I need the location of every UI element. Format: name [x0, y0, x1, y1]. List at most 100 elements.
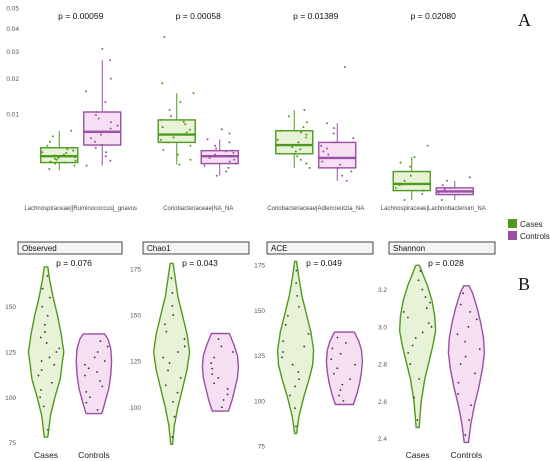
- data-point: [109, 121, 112, 124]
- y-tick-label: 150: [254, 308, 265, 315]
- data-point: [178, 163, 181, 166]
- data-point: [100, 144, 103, 147]
- category-label: Coriobacteriaceae|NA_NA: [163, 206, 233, 212]
- y-tick-label: 0.03: [6, 49, 19, 56]
- data-point: [276, 138, 279, 141]
- data-point: [53, 363, 56, 366]
- data-point: [457, 393, 459, 395]
- data-point: [457, 381, 460, 384]
- data-point: [176, 391, 179, 394]
- data-point: [411, 344, 414, 347]
- data-point: [279, 144, 282, 147]
- data-point: [399, 161, 402, 164]
- data-point: [478, 348, 481, 351]
- data-point: [409, 363, 412, 366]
- data-point: [298, 378, 300, 381]
- data-point: [170, 277, 173, 280]
- data-point: [349, 378, 351, 381]
- y-tick-label: 2.8: [378, 362, 387, 369]
- data-point: [350, 170, 353, 173]
- y-tick-label: 100: [254, 398, 265, 405]
- data-point: [57, 156, 60, 159]
- data-point: [74, 159, 77, 162]
- data-point: [206, 138, 209, 141]
- data-point: [45, 342, 48, 344]
- y-tick-label: 100: [5, 395, 16, 402]
- violin-shape: [398, 264, 437, 429]
- data-point: [291, 146, 294, 149]
- y-tick-label: 0.05: [6, 6, 19, 13]
- data-point: [171, 292, 174, 294]
- data-point: [211, 367, 214, 370]
- data-point: [325, 122, 328, 125]
- data-point: [464, 340, 467, 343]
- data-point: [468, 176, 471, 179]
- data-point: [93, 140, 96, 143]
- pvalue-label: p = 0.00058: [176, 11, 221, 21]
- data-point: [459, 303, 462, 306]
- x-category-label: Cases: [406, 450, 430, 460]
- data-point: [214, 144, 217, 147]
- data-point: [48, 356, 51, 359]
- data-point: [295, 282, 298, 285]
- y-tick-label: 75: [9, 440, 17, 447]
- data-point: [72, 149, 75, 152]
- panel-b-letter: B: [518, 274, 530, 294]
- data-point: [214, 153, 217, 156]
- data-point: [40, 369, 43, 372]
- data-point: [429, 301, 431, 304]
- data-point: [305, 136, 308, 139]
- data-point: [417, 279, 420, 282]
- data-point: [55, 158, 58, 161]
- data-point: [293, 152, 296, 155]
- violin-shape: [27, 266, 65, 438]
- category-label: Lachnospiraceae|[Ruminococcus]_gnavus: [24, 206, 137, 212]
- data-point: [307, 332, 310, 335]
- violin-shape: [75, 333, 113, 415]
- violin-shape: [447, 285, 486, 444]
- data-point: [94, 146, 97, 149]
- data-point: [172, 136, 175, 139]
- data-point: [416, 419, 419, 421]
- data-point: [102, 130, 105, 133]
- data-point: [336, 367, 339, 370]
- data-point: [162, 148, 165, 151]
- legend-swatch-controls: [508, 231, 517, 240]
- data-point: [46, 144, 49, 147]
- data-point: [48, 140, 51, 143]
- data-point: [173, 415, 176, 418]
- y-tick-label: 2.6: [378, 399, 387, 406]
- y-tick-label: 0.04: [6, 26, 19, 33]
- data-point: [203, 164, 206, 167]
- data-point: [296, 294, 299, 297]
- data-point: [398, 184, 401, 187]
- data-point: [421, 331, 424, 334]
- data-point: [445, 179, 448, 182]
- data-point: [421, 192, 424, 195]
- data-point: [322, 150, 325, 153]
- data-point: [159, 138, 162, 141]
- data-point: [407, 352, 410, 354]
- data-point: [468, 419, 470, 421]
- data-point: [211, 373, 214, 376]
- data-point: [109, 159, 112, 162]
- y-tick-label: 125: [130, 359, 141, 366]
- data-point: [303, 345, 306, 348]
- data-point: [414, 337, 417, 339]
- data-point: [167, 141, 170, 144]
- data-point: [419, 270, 422, 272]
- data-point: [162, 356, 165, 359]
- data-point: [320, 144, 323, 147]
- data-point: [95, 111, 98, 114]
- data-point: [89, 137, 92, 140]
- data-point: [294, 150, 297, 153]
- violin-shape: [152, 262, 191, 445]
- data-point: [51, 135, 54, 138]
- data-point: [430, 325, 433, 328]
- data-point: [99, 380, 101, 382]
- pvalue-label: p = 0.00059: [58, 11, 103, 21]
- data-point: [403, 179, 406, 182]
- data-point: [228, 160, 231, 163]
- data-point: [279, 129, 282, 132]
